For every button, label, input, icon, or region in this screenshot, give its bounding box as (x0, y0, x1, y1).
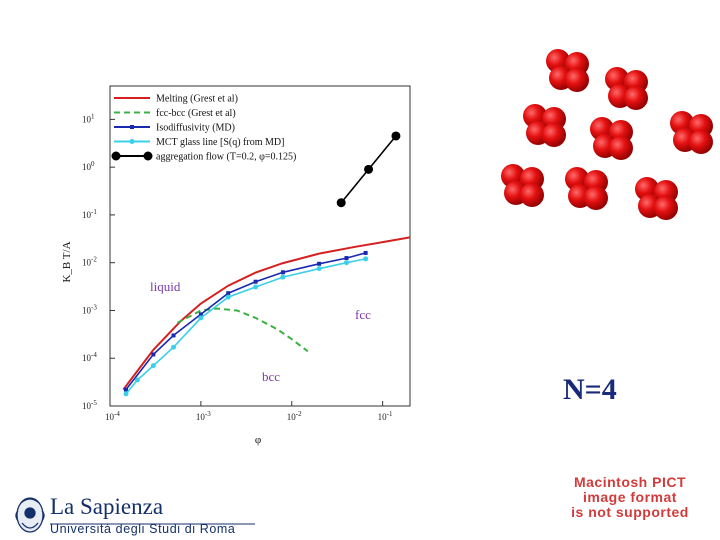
pict-line-2: image format (583, 489, 677, 505)
university-subtitle: Università degli Studi di Roma (50, 522, 236, 536)
university-logo (15, 497, 255, 533)
legend-label-4: aggregation flow (T=0.2, φ=0.125) (156, 152, 296, 163)
series-2-point-2 (171, 333, 176, 338)
legend-marker-4b (143, 151, 153, 161)
pict-line-3: is not supported (571, 504, 689, 520)
series-3-point-10 (363, 256, 369, 262)
y-tick-label-3: 10-2 (82, 256, 97, 268)
series-2-point-1 (151, 352, 156, 357)
legend-marker-4a (111, 151, 121, 161)
legend-label-0: Melting (Grest et al) (156, 94, 238, 105)
cluster-1 (605, 67, 648, 110)
pict-placeholder: Macintosh PICT image format is not suppo… (540, 475, 720, 520)
cluster-5 (501, 164, 544, 207)
y-tick-label-2: 10-1 (82, 208, 97, 220)
cluster-4 (670, 111, 713, 154)
y-tick-label-4: 10-3 (82, 303, 97, 315)
series-3-point-8 (316, 266, 322, 272)
series-3-point-3 (171, 344, 177, 350)
sphere-7-3 (654, 196, 678, 220)
series-3-point-7 (280, 274, 286, 280)
legend-label-1: fcc-bcc (Grest et al) (156, 108, 236, 119)
series-4-point-2 (391, 131, 401, 141)
series-4-point-1 (364, 164, 374, 174)
university-name: La Sapienza (50, 494, 164, 519)
cluster-2 (523, 104, 566, 147)
legend: Melting (Grest et al) fcc-bcc (Grest et a… (111, 94, 296, 163)
series-line-2 (125, 252, 366, 391)
sphere-4-3 (689, 130, 713, 154)
crest-icon (15, 497, 45, 533)
annotations: liquid fcc bcc (150, 279, 371, 384)
x-tick-label-2: 10-2 (287, 410, 302, 422)
series-3-point-2 (150, 363, 156, 369)
cluster-0 (546, 49, 589, 92)
x-tick-label-0: 10-4 (105, 410, 120, 422)
legend-label-3: MCT glass line [S(q) from MD] (156, 137, 284, 148)
x-tick-label-1: 10-3 (196, 410, 211, 422)
series-2-point-4 (226, 291, 231, 296)
y-tick-label-1: 100 (82, 160, 95, 172)
series-group (122, 131, 410, 397)
x-tick-label-3: 10-1 (378, 410, 393, 422)
series-2-point-9 (363, 250, 368, 255)
legend-marker-3 (129, 139, 135, 144)
legend-label-2: Isodiffusivity (MD) (156, 123, 235, 134)
series-3-point-4 (198, 315, 204, 321)
series-2-point-8 (344, 256, 349, 261)
y-tick-label-5: 10-4 (82, 351, 97, 363)
series-3-point-6 (253, 284, 259, 290)
y-tick-label-0: 101 (82, 112, 95, 124)
cluster-6 (565, 167, 608, 210)
annotation-1: fcc (355, 307, 371, 322)
sphere-6-3 (584, 186, 608, 210)
cluster-3 (590, 117, 633, 160)
series-3-point-1 (134, 377, 140, 383)
cluster-7 (635, 177, 678, 220)
series-3-point-9 (343, 260, 349, 266)
cluster-size-label: N=4 (563, 373, 617, 406)
y-tick-label-6: 10-5 (82, 399, 97, 411)
x-axis-label: φ (255, 434, 261, 446)
molecule-clusters (501, 49, 713, 220)
series-3-point-0 (123, 391, 129, 397)
series-3-point-5 (225, 294, 231, 300)
series-2-point-6 (280, 270, 285, 275)
series-line-0 (122, 236, 410, 391)
series-2-point-5 (253, 279, 258, 284)
sphere-2-3 (542, 123, 566, 147)
series-2-point-7 (317, 261, 322, 266)
series-2-point-3 (198, 312, 203, 317)
sphere-5-3 (520, 183, 544, 207)
series-4-point-0 (336, 198, 346, 208)
series-2-point-0 (124, 387, 129, 392)
series-line-1 (176, 307, 309, 353)
sphere-0-3 (565, 68, 589, 92)
sphere-3-3 (609, 136, 633, 160)
sphere-1-3 (624, 86, 648, 110)
annotation-2: bcc (262, 369, 280, 384)
y-axis-label: K_B T/A (61, 241, 73, 282)
annotation-0: liquid (150, 279, 181, 294)
pict-line-1: Macintosh PICT (573, 474, 686, 490)
legend-marker-2 (130, 125, 134, 129)
